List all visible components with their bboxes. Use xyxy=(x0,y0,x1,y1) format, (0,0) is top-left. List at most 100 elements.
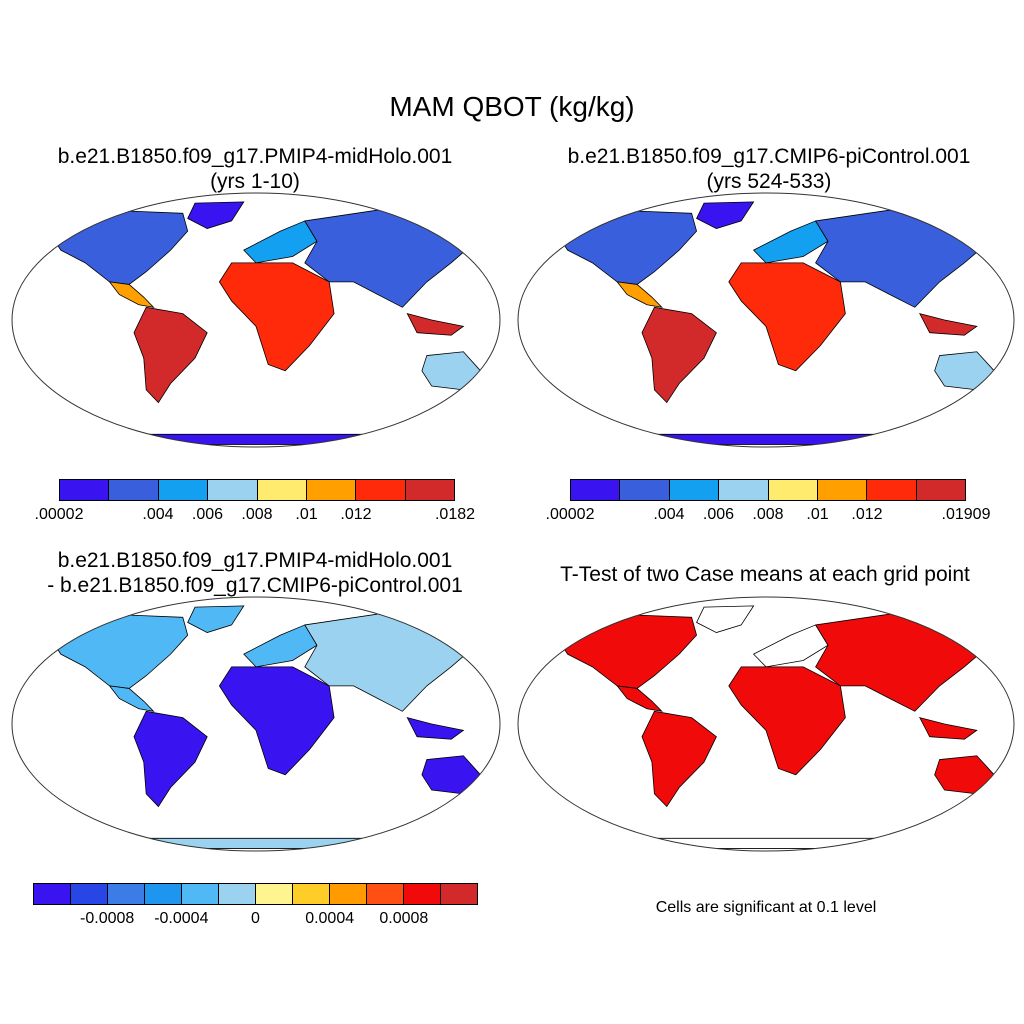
colorbar-boxes xyxy=(570,479,966,501)
panel-2-title-line2: (yrs 524-533) xyxy=(706,170,832,193)
colorbar-swatch xyxy=(256,884,293,904)
continent-africa xyxy=(218,262,335,372)
map-border xyxy=(11,192,501,448)
continent-antarctica xyxy=(48,433,464,445)
continent-seAsia xyxy=(918,313,978,336)
map-border xyxy=(517,192,1015,448)
colorbar-tick-label: .00002 xyxy=(545,506,595,523)
colorbar-swatch xyxy=(108,884,145,904)
colorbar-swatch xyxy=(620,480,670,500)
continent-greenland xyxy=(696,201,755,229)
colorbar-tick-label: .004 xyxy=(142,506,174,523)
map-border xyxy=(11,596,501,852)
colorbar-tick-label: .00002 xyxy=(34,506,84,523)
colorbar-swatch xyxy=(34,884,71,904)
colorbar-swatch xyxy=(669,480,720,500)
colorbar-tick-label: 0.0004 xyxy=(305,910,355,927)
colorbar-swatch xyxy=(367,884,404,904)
panel-4-title-line1: T-Test of two Case means at each grid po… xyxy=(560,563,970,586)
panel-2-title: b.e21.B1850.f09_g17.CMIP6-piControl.001 … xyxy=(534,144,1004,194)
continent-centralAmerica xyxy=(616,685,663,712)
colorbar-swatch xyxy=(158,480,209,500)
colorbar-swatch xyxy=(356,480,406,500)
colorbar-swatch xyxy=(441,884,477,904)
continent-seAsia xyxy=(918,717,978,740)
continent-europe xyxy=(752,624,829,668)
colorbar-swatch xyxy=(60,480,110,500)
colorbar-swatch xyxy=(293,884,330,904)
colorbar-swatch xyxy=(817,480,868,500)
continent-centralAmerica xyxy=(616,281,663,308)
colorbar-swatch xyxy=(405,480,454,500)
map-midholo xyxy=(11,192,501,448)
significance-note: Cells are significant at 0.1 level xyxy=(655,899,877,916)
map-border xyxy=(517,596,1015,852)
panel-1-title-line1: b.e21.B1850.f09_g17.PMIP4-midHolo.001 xyxy=(57,145,453,168)
colorbar-tick-label: .006 xyxy=(191,506,224,523)
colorbar-swatch xyxy=(208,480,258,500)
colorbar-swatch xyxy=(109,480,159,500)
colorbar-tick-label: 0 xyxy=(251,910,260,927)
colorbar-swatch xyxy=(571,480,621,500)
continent-europe xyxy=(243,220,318,264)
colorbar-swatch xyxy=(768,480,818,500)
continent-australia xyxy=(421,351,482,391)
colorbar-swatch xyxy=(219,884,256,904)
colorbar-swatch xyxy=(71,884,108,904)
colorbar-tick-label: .0182 xyxy=(434,506,476,523)
colorbar-tick-label: -0.0008 xyxy=(80,910,135,927)
panel-4-title: T-Test of two Case means at each grid po… xyxy=(520,562,1010,587)
continent-greenland xyxy=(187,201,245,229)
colorbar-swatch xyxy=(145,884,182,904)
colorbar-tick-label: 0.0008 xyxy=(379,910,429,927)
continent-southAmerica xyxy=(133,306,208,404)
colorbar-boxes xyxy=(59,479,455,501)
continent-australia xyxy=(421,755,482,795)
colorbar-tick-label: .012 xyxy=(851,506,883,523)
continent-northAmerica xyxy=(48,614,189,689)
continent-seAsia xyxy=(406,313,465,336)
continent-southAmerica xyxy=(133,710,208,808)
panel-1-title-line2: (yrs 1-10) xyxy=(210,170,300,193)
panel-2-title-line1: b.e21.B1850.f09_g17.CMIP6-piControl.001 xyxy=(567,145,971,168)
map-ttest xyxy=(517,596,1015,852)
continent-africa xyxy=(728,666,846,776)
colorbar-2: .00002 .004 .006 .008 .01 .012 .01909 xyxy=(546,479,990,523)
map-difference xyxy=(11,596,501,852)
colorbar-tick-label: .01909 xyxy=(941,506,991,523)
colorbar-swatch xyxy=(257,480,307,500)
colorbar-tick-label: .008 xyxy=(241,506,273,523)
colorbar-tick-label: .008 xyxy=(752,506,784,523)
main-title: MAM QBOT (kg/kg) xyxy=(389,91,635,122)
colorbar-swatch xyxy=(182,884,219,904)
continent-africa xyxy=(728,262,846,372)
colorbar-swatch xyxy=(306,480,357,500)
continent-northAmerica xyxy=(554,210,698,285)
colorbar-tick-label: .01 xyxy=(295,506,318,523)
colorbar-swatch xyxy=(330,884,367,904)
continent-southAmerica xyxy=(641,306,717,404)
colorbar-swatch xyxy=(867,480,917,500)
colorbar-swatch xyxy=(916,480,965,500)
panel-3-title: b.e21.B1850.f09_g17.PMIP4-midHolo.001 - … xyxy=(10,548,500,598)
continent-northAmerica xyxy=(48,210,189,285)
panel-1-title: b.e21.B1850.f09_g17.PMIP4-midHolo.001 (y… xyxy=(20,144,490,194)
colorbar-3: -0.0008 -0.0004 0 0.0004 0.0008 xyxy=(33,883,478,927)
colorbar-tick-label: .012 xyxy=(340,506,372,523)
map-picontrol xyxy=(517,192,1015,448)
continent-seAsia xyxy=(406,717,465,740)
colorbar-tick-label: .006 xyxy=(702,506,735,523)
continent-australia xyxy=(934,755,995,795)
continent-antarctica xyxy=(555,837,977,849)
continent-centralAmerica xyxy=(108,685,155,712)
continent-europe xyxy=(243,624,318,668)
continent-southAmerica xyxy=(641,710,717,808)
panel-3-title-line2: - b.e21.B1850.f09_g17.CMIP6-piControl.00… xyxy=(47,574,463,597)
continent-antarctica xyxy=(48,837,464,849)
continent-antarctica xyxy=(555,433,977,445)
continent-greenland xyxy=(696,605,755,633)
continent-northAmerica xyxy=(554,614,698,689)
panel-3-title-line1: b.e21.B1850.f09_g17.PMIP4-midHolo.001 xyxy=(57,549,453,572)
colorbar-tick-label: -0.0004 xyxy=(154,910,209,927)
